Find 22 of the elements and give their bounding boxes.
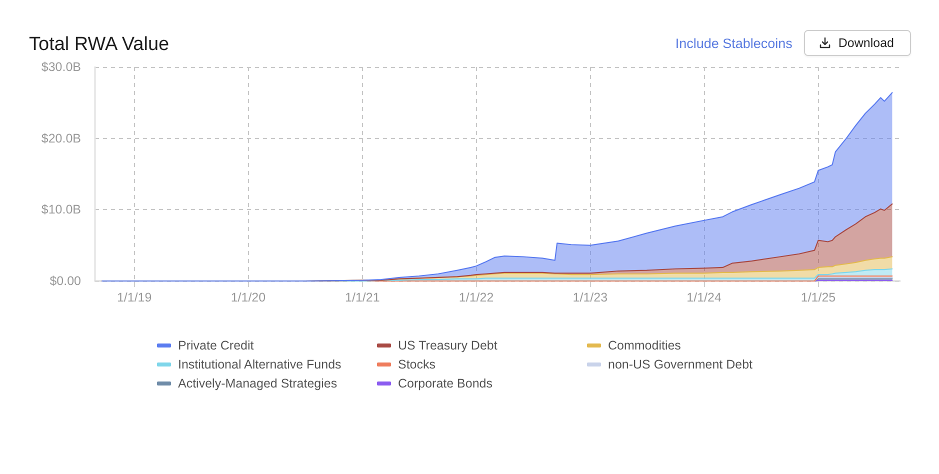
y-tick-label: $0.00 [50,274,82,288]
x-tick-label: 1/1/21 [345,290,380,304]
legend-label: Private Credit [178,338,254,352]
legend-label: non-US Government Debt [608,358,754,372]
x-tick-label: 1/1/24 [686,290,722,304]
download-button: Download [804,30,911,56]
x-tick-label: 1/1/20 [230,290,266,304]
text: Include Stablecoins [675,36,792,50]
y-tick-label: $20.0B [41,131,81,146]
legend-label: US Treasury Debt [398,338,498,352]
legend-label: Commodities [608,338,681,352]
x-tick-label: 1/1/25 [800,290,836,304]
x-tick-label: 1/1/22 [458,290,494,304]
legend-label: Institutional Alternative Funds [178,358,342,372]
x-tick-label: 1/1/23 [572,290,608,304]
chart-title: Total RWA Value [29,34,170,55]
y-tick-label: $10.0B [41,202,81,217]
legend-label: Actively-Managed Strategies [178,376,338,390]
y-tick-label: $30.0B [41,60,81,74]
x-tick-label: 1/1/19 [116,290,152,304]
legend-label: Stocks [398,358,436,372]
legend-label: Corporate Bonds [398,376,493,390]
